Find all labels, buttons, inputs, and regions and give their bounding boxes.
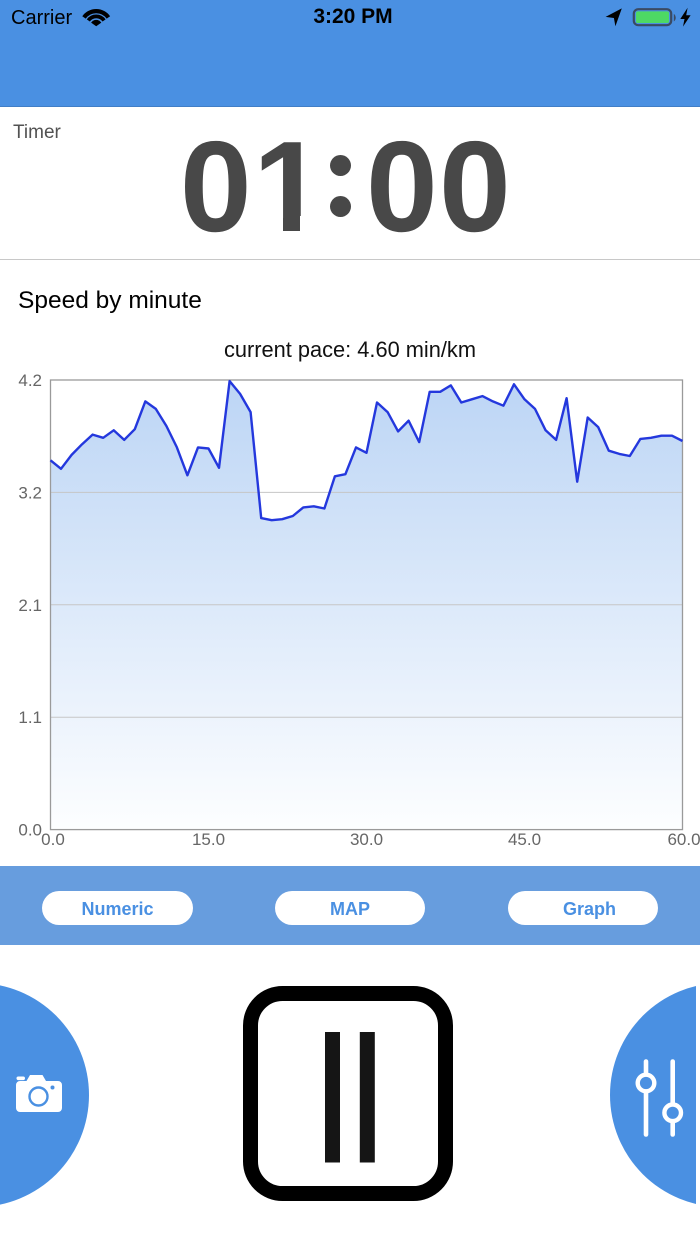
svg-text:4.2: 4.2 [18,371,42,390]
svg-text:2.1: 2.1 [18,596,42,615]
svg-text:3.2: 3.2 [18,483,42,502]
svg-text:15.0: 15.0 [192,830,225,849]
svg-text:1.1: 1.1 [18,708,42,727]
svg-text:0.0: 0.0 [41,830,65,849]
svg-text:0.0: 0.0 [18,821,42,840]
svg-text:60.0: 60.0 [667,830,700,849]
svg-text:45.0: 45.0 [508,830,541,849]
svg-text:30.0: 30.0 [350,830,383,849]
